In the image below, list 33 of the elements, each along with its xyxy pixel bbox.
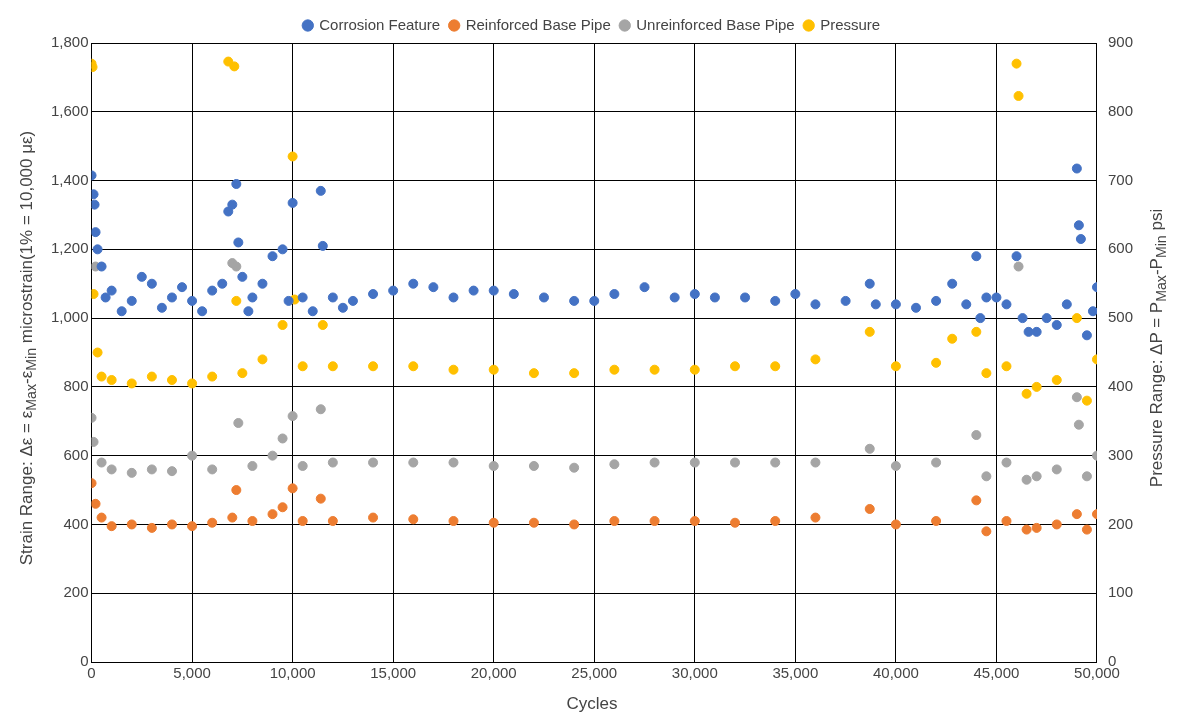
x-tick-label: 35,000 <box>772 664 819 682</box>
y2-tick-label: 700 <box>1107 170 1133 188</box>
y2-tick-label: 300 <box>1107 445 1133 463</box>
y-tick-label: 1,000 <box>50 308 89 326</box>
x-tick-label: 20,000 <box>470 664 517 682</box>
y-tick-label: 1,600 <box>50 101 89 119</box>
x-tick-label: 30,000 <box>671 664 718 682</box>
y-tick-label: 800 <box>63 377 89 395</box>
y2-tick-label: 600 <box>1107 239 1133 257</box>
y2-tick-label: 400 <box>1107 377 1133 395</box>
x-tick-label: 45,000 <box>973 664 1020 682</box>
x-tick-label: 10,000 <box>269 664 316 682</box>
x-axis-title: Cycles <box>565 694 619 714</box>
x-tick-label: 25,000 <box>571 664 618 682</box>
y2-tick-label: 200 <box>1107 514 1133 532</box>
y-tick-label: 1,400 <box>50 170 89 188</box>
y2-tick-label: 800 <box>1107 101 1133 119</box>
y-tick-label: 1,200 <box>50 239 89 257</box>
legend-label: Pressure <box>820 15 881 33</box>
x-tick-label: 15,000 <box>370 664 417 682</box>
y2-tick-label: 100 <box>1107 583 1133 601</box>
y-tick-label: 200 <box>63 583 89 601</box>
y-tick-label: 600 <box>63 445 89 463</box>
y-tick-label: 400 <box>63 514 89 532</box>
legend-label: Reinforced Base Pipe <box>465 15 611 33</box>
x-tick-label: 5,000 <box>173 664 211 682</box>
y-tick-label: 1,800 <box>50 33 89 51</box>
y-tick-label: 0 <box>80 652 89 670</box>
y2-tick-label: 500 <box>1107 308 1133 326</box>
legend-label: Corrosion Feature <box>319 15 441 33</box>
x-tick-label: 40,000 <box>872 664 919 682</box>
legend-label: Unreinforced Base Pipe <box>636 15 795 33</box>
y2-tick-label: 900 <box>1107 33 1133 51</box>
